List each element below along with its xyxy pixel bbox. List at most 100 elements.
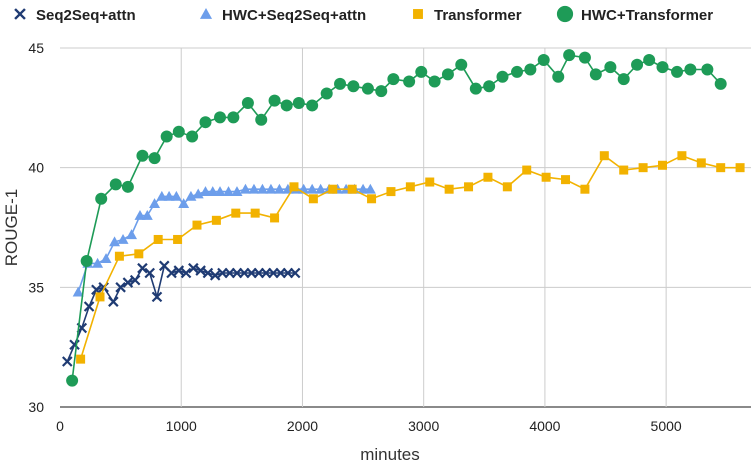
data-point	[80, 255, 93, 268]
data-point	[684, 63, 697, 76]
data-point	[163, 190, 175, 201]
legend: Seq2Seq+attn HWC+Seq2Seq+attn Transformer H…	[14, 5, 713, 24]
data-point	[61, 356, 73, 367]
data-point	[166, 267, 177, 279]
data-point	[619, 165, 629, 175]
data-point	[95, 192, 108, 205]
x-tick-label: 3000	[408, 418, 439, 434]
data-point	[604, 61, 617, 74]
data-point	[109, 236, 121, 247]
data-point	[714, 77, 727, 90]
data-point	[638, 163, 648, 173]
data-point	[328, 184, 338, 194]
data-point	[617, 73, 630, 86]
y-axis-label: ROUGE-1	[2, 189, 21, 266]
data-point	[522, 165, 532, 175]
data-point	[469, 82, 482, 95]
data-point	[231, 186, 243, 196]
data-point	[211, 215, 221, 225]
data-point	[537, 53, 550, 66]
data-point	[315, 183, 327, 194]
data-point	[199, 116, 212, 129]
data-point	[631, 58, 644, 71]
data-point	[173, 265, 185, 276]
data-point	[151, 291, 163, 303]
legend-marker	[14, 8, 26, 20]
data-point	[483, 172, 493, 182]
data-point	[677, 151, 687, 161]
data-point	[716, 163, 726, 173]
data-point	[92, 257, 104, 268]
data-point	[455, 58, 468, 71]
data-point	[658, 160, 668, 170]
data-point	[160, 130, 173, 143]
data-point	[524, 63, 537, 76]
data-point	[148, 152, 161, 165]
series-2	[76, 151, 745, 364]
data-point	[129, 274, 141, 286]
legend-label: HWC+Seq2Seq+attn	[222, 7, 366, 24]
data-point	[589, 68, 602, 81]
data-point	[76, 354, 86, 364]
data-point	[95, 292, 105, 302]
data-point	[149, 198, 161, 208]
data-point	[214, 186, 226, 196]
data-point	[255, 113, 268, 126]
data-point	[387, 73, 400, 86]
data-point	[239, 183, 251, 194]
data-point	[415, 65, 428, 78]
data-point	[502, 182, 512, 192]
data-point	[306, 99, 319, 112]
data-point	[199, 186, 211, 196]
x-tick-label: 1000	[166, 418, 197, 434]
data-point	[289, 267, 301, 279]
data-point	[671, 65, 684, 78]
series-line	[71, 54, 722, 381]
legend-label: HWC+Transformer	[581, 7, 713, 24]
data-point	[268, 94, 281, 107]
data-point	[134, 249, 144, 259]
data-point	[496, 70, 509, 83]
data-point	[701, 63, 714, 76]
data-point	[511, 65, 524, 78]
y-tick-label: 30	[28, 399, 44, 415]
data-point	[375, 85, 388, 98]
data-point	[441, 68, 454, 81]
series-1	[72, 183, 376, 297]
x-axis-label: minutes	[360, 445, 420, 464]
data-point	[563, 49, 576, 62]
data-point	[66, 374, 79, 387]
data-point	[202, 267, 214, 279]
data-point	[137, 262, 148, 274]
data-point	[173, 234, 183, 244]
data-point	[115, 282, 126, 293]
data-point	[405, 182, 415, 192]
data-point	[428, 75, 441, 88]
data-point	[122, 277, 134, 288]
data-point	[144, 267, 155, 279]
data-point	[192, 220, 202, 230]
data-point	[292, 97, 305, 110]
data-point	[656, 61, 669, 74]
data-point	[273, 183, 285, 194]
data-point	[696, 158, 706, 168]
data-point	[248, 183, 260, 194]
plot-series	[61, 49, 745, 387]
data-point	[126, 229, 138, 240]
data-point	[153, 234, 163, 244]
data-point	[109, 178, 122, 191]
data-point	[72, 286, 84, 297]
data-point	[231, 208, 241, 218]
data-point	[180, 267, 192, 279]
data-point	[136, 149, 149, 162]
data-point	[280, 99, 293, 112]
data-point	[186, 130, 199, 143]
data-point	[227, 111, 240, 124]
data-point	[599, 151, 609, 161]
data-point	[265, 183, 277, 194]
data-point	[364, 183, 376, 194]
data-point	[308, 194, 318, 204]
legend-item: Transformer	[413, 7, 522, 24]
legend-marker	[556, 5, 574, 23]
data-point	[156, 190, 168, 201]
